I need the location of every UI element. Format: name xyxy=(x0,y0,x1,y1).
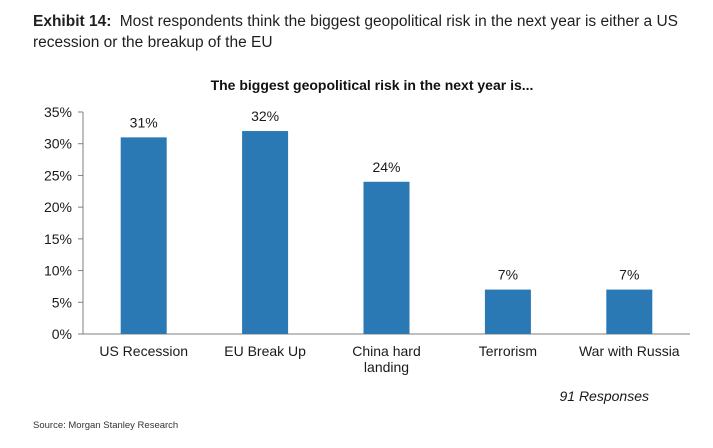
exhibit-caption: Exhibit 14: Most respondents think the b… xyxy=(33,11,693,53)
y-tick-label: 20% xyxy=(44,199,72,215)
x-tick-label: War with Russia xyxy=(579,343,680,359)
x-tick-labels: US Recession EU Break Up China hard landing… xyxy=(99,343,679,375)
y-tick-label: 5% xyxy=(52,294,72,310)
y-tick-label: 0% xyxy=(52,326,72,342)
bar xyxy=(120,137,167,334)
y-tick-label: 10% xyxy=(44,263,72,279)
bar xyxy=(242,131,289,334)
data-label: 32% xyxy=(251,108,279,124)
x-tick-label: Terrorism xyxy=(479,343,537,359)
bars xyxy=(120,131,653,334)
y-axis: 0% 5% 10% 15% 20% 25% 30% 35% xyxy=(44,104,84,342)
bar xyxy=(484,289,531,334)
x-tick-label: China hard landing xyxy=(352,343,421,375)
data-label: 7% xyxy=(619,267,639,283)
chart-title: The biggest geopolitical risk in the nex… xyxy=(211,77,534,93)
exhibit-caption-text: Most respondents think the biggest geopo… xyxy=(33,13,678,51)
y-tick-label: 30% xyxy=(44,136,72,152)
data-labels: 31% 32% 24% 7% 7% xyxy=(130,108,640,283)
data-label: 7% xyxy=(498,267,518,283)
exhibit-label: Exhibit 14: xyxy=(33,13,112,30)
y-tick-label: 15% xyxy=(44,231,72,247)
responses-note: 91 Responses xyxy=(559,388,649,404)
data-label: 31% xyxy=(130,114,158,130)
x-tick-label: US Recession xyxy=(99,343,188,359)
source-note: Source: Morgan Stanley Research xyxy=(33,420,179,431)
x-tick-label: EU Break Up xyxy=(224,343,306,359)
y-tick-label: 25% xyxy=(44,167,72,183)
data-label: 24% xyxy=(372,159,400,175)
bar xyxy=(606,289,653,334)
y-tick-label: 35% xyxy=(44,104,72,120)
bar xyxy=(363,181,410,334)
